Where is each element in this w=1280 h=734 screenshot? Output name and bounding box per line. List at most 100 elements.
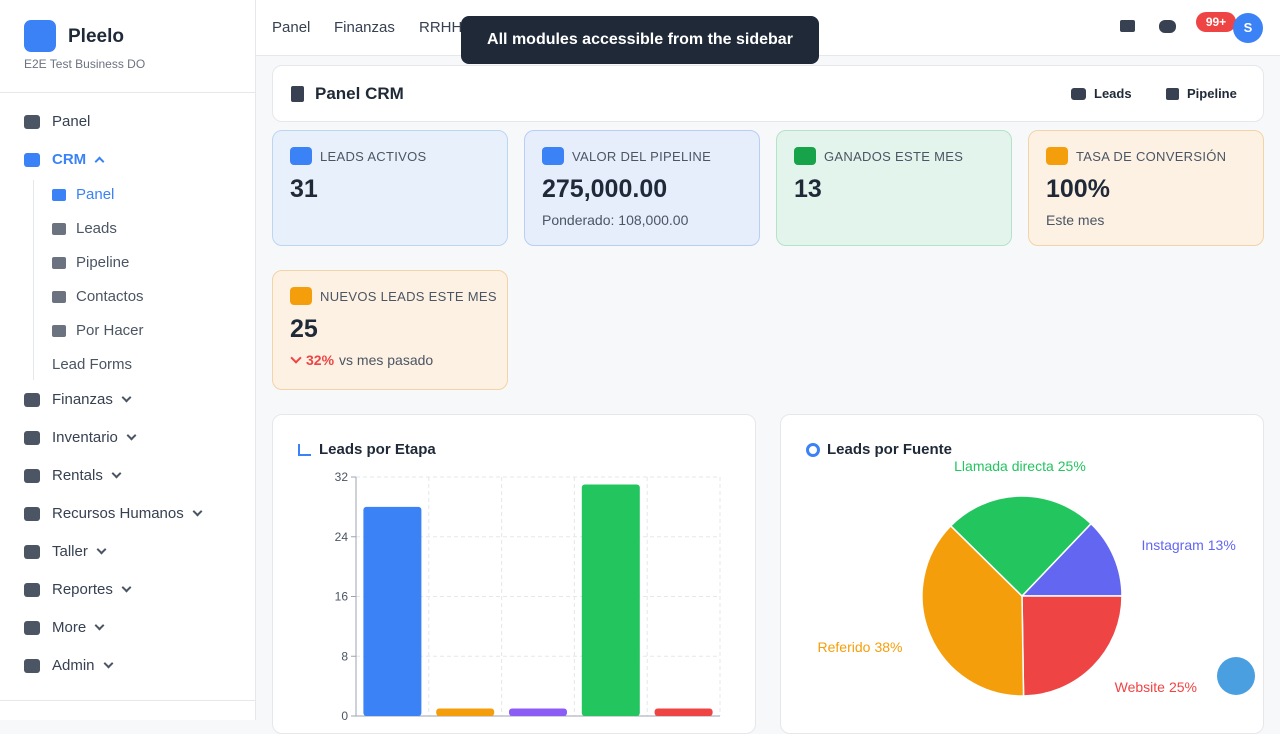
nav-item[interactable]: Admin (24, 657, 113, 674)
sub-item[interactable]: Por Hacer (52, 322, 144, 339)
y-tick-label: 24 (335, 530, 349, 544)
nav-item[interactable]: Rentals (24, 467, 122, 484)
stat-note: 32% vs mes pasado (290, 352, 433, 368)
stat-note-text: Ponderado: 108,000.00 (542, 212, 689, 228)
nav-label: Reportes (52, 581, 113, 598)
y-tick-label: 0 (341, 709, 348, 720)
top-nav-item[interactable]: RRHH (419, 19, 463, 36)
pie-label: Instagram 13% (1142, 537, 1236, 553)
sub-icon (52, 324, 66, 337)
stat-icon (542, 147, 564, 165)
nav-label: CRM (52, 151, 87, 168)
sub-item[interactable]: Panel (52, 186, 114, 203)
avatar[interactable]: S (1233, 13, 1263, 43)
pie-title: Leads por Fuente (827, 441, 953, 458)
support-button[interactable] (1217, 657, 1255, 695)
brand: Pleelo (68, 26, 124, 47)
chat-icon[interactable] (1159, 20, 1176, 33)
stat-card: GANADOS ESTE MES 13 (776, 130, 1012, 246)
nav-icon (24, 114, 40, 129)
stat-note-text: Este mes (1046, 212, 1105, 228)
nav-item[interactable]: Reportes (24, 581, 132, 598)
leads-button[interactable]: Leads (1071, 86, 1132, 101)
sidebar: Pleelo E2E Test Business DO Panel CRM Pane… (0, 0, 256, 720)
bar-title: Leads por Etapa (319, 441, 436, 458)
nav-icon (24, 392, 40, 407)
stat-icon (1046, 147, 1068, 165)
bar (509, 708, 567, 716)
pie-label-name: Llamada directa (954, 458, 1054, 474)
stat-card: VALOR DEL PIPELINE 275,000.00 Ponderado: 1… (524, 130, 760, 246)
nav-icon (24, 620, 40, 635)
nav-label: Recursos Humanos (52, 505, 184, 522)
nav-label: Admin (52, 657, 95, 674)
nav-icon (24, 658, 40, 673)
badge: 99+ (1196, 12, 1236, 32)
stat-value: 13 (794, 175, 822, 203)
nav-label: Taller (52, 543, 88, 560)
nav-item[interactable]: Recursos Humanos (24, 505, 203, 522)
top-nav-item[interactable]: Panel (272, 19, 311, 36)
nav-item[interactable]: More (24, 619, 105, 636)
button-icon (1071, 87, 1086, 100)
divider (0, 700, 255, 701)
nav-item[interactable]: Panel (24, 113, 90, 130)
y-tick-label: 32 (335, 470, 349, 484)
pie-slice (949, 495, 1093, 598)
top-nav-item[interactable]: Finanzas (334, 19, 395, 36)
pie-slice (1020, 522, 1123, 597)
nav-item[interactable]: Finanzas (24, 391, 132, 408)
stat-label: LEADS ACTIVOS (320, 149, 427, 164)
sub-item[interactable]: Contactos (52, 288, 144, 305)
stat-card: LEADS ACTIVOS 31 (272, 130, 508, 246)
stat-note-text: vs mes pasado (339, 352, 434, 368)
sub-label: Panel (76, 186, 115, 203)
pie-label-value: 25% (1058, 458, 1086, 474)
nav-item[interactable]: Taller (24, 543, 107, 560)
nav-icon (24, 506, 40, 521)
stat-value: 25 (290, 315, 318, 343)
tooltip: All modules accessible from the sidebar (461, 16, 819, 64)
pie-label-name: Instagram (1142, 537, 1204, 553)
header-icon (291, 86, 304, 102)
bar (436, 708, 495, 716)
pie-label: Referido 38% (818, 639, 903, 655)
bar (363, 506, 422, 716)
pie-slice (1021, 595, 1123, 697)
divider (0, 92, 255, 93)
folder-icon[interactable] (1120, 20, 1135, 32)
sub-label: Por Hacer (76, 322, 144, 339)
pie-label-value: 25% (1169, 679, 1197, 695)
stat-value: 31 (290, 175, 318, 203)
header-card: Panel CRM Leads Pipeline (272, 65, 1264, 122)
tree-line (33, 180, 34, 380)
stat-card: TASA DE CONVERSIÓN 100% Este mes (1028, 130, 1264, 246)
sub-icon (52, 222, 66, 235)
stat-value: 275,000.00 (542, 175, 668, 203)
bar (654, 708, 713, 716)
bar-card: Leads por Etapa (272, 414, 756, 734)
nav-item[interactable]: CRM (24, 151, 105, 168)
nav-label: More (52, 619, 87, 636)
sub-label: Pipeline (76, 254, 130, 271)
sub-item[interactable]: Leads (52, 220, 117, 237)
nav-item[interactable]: Inventario (24, 429, 137, 446)
chart-icon (806, 443, 820, 457)
bar (581, 484, 640, 716)
y-tick-label: 8 (341, 649, 348, 663)
pipeline-button[interactable]: Pipeline (1166, 86, 1237, 101)
y-tick-label: 16 (335, 590, 349, 604)
sub-item[interactable]: Lead Forms (52, 356, 132, 373)
stat-icon (290, 147, 312, 165)
nav-label: Finanzas (52, 391, 113, 408)
nav-icon (24, 468, 40, 483)
pie-slice (921, 524, 1025, 697)
pie-label: Website 25% (1115, 679, 1197, 695)
button-label: Leads (1094, 86, 1132, 101)
business: E2E Test Business DO (24, 57, 146, 71)
stat-card: NUEVOS LEADS ESTE MES 25 32% vs mes pasado (272, 270, 508, 390)
sub-item[interactable]: Pipeline (52, 254, 129, 271)
pie-label-value: 13% (1208, 537, 1236, 553)
nav-icon (24, 430, 40, 445)
